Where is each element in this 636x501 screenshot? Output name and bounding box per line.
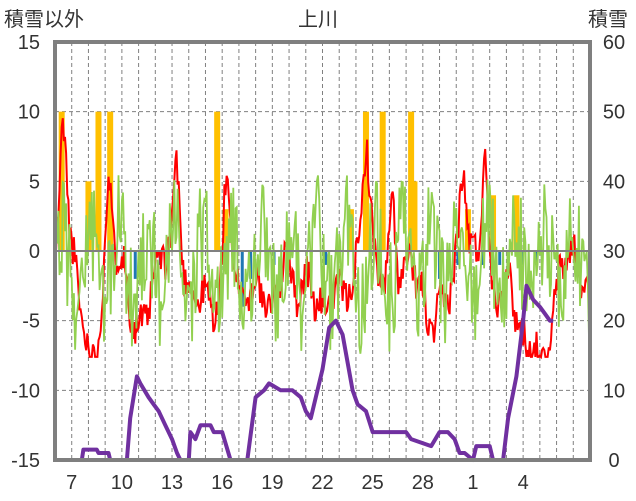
left-tick-label: -5 — [22, 311, 40, 333]
x-tick-label: 7 — [66, 472, 77, 494]
x-tick-label: 22 — [311, 472, 333, 494]
snowfall-bar — [222, 209, 229, 251]
line-series — [54, 118, 591, 462]
x-tick-label: 10 — [111, 472, 133, 494]
x-tick-label: 13 — [161, 472, 183, 494]
x-tick-label: 4 — [518, 472, 529, 494]
right-tick-label: 0 — [608, 450, 619, 472]
wind-line — [54, 175, 591, 354]
left-tick-label: 10 — [18, 102, 40, 124]
precipitation-bar — [456, 251, 460, 265]
right-tick-label: 50 — [603, 102, 625, 124]
snowfall-bar — [214, 111, 221, 252]
x-tick-label: 1 — [467, 472, 478, 494]
snowfall-bar — [411, 181, 418, 251]
right-axis-title: 積雪 — [588, 7, 628, 31]
chart-title: 上川 — [298, 7, 338, 31]
precipitation-bar — [481, 251, 485, 265]
precipitation-bar — [324, 251, 328, 265]
snowfall-bar — [58, 111, 65, 252]
precipitation-bar — [240, 251, 244, 307]
snowfall-bar — [362, 111, 369, 252]
snowfall-bar — [513, 195, 520, 251]
grid-lines — [55, 42, 590, 460]
snowfall-bar — [408, 111, 415, 252]
left-axis-title: 積雪以外 — [4, 7, 84, 31]
snowfall-bar — [379, 111, 386, 252]
snowfall-bar — [107, 111, 114, 252]
x-tick-label: 19 — [261, 472, 283, 494]
precipitation-bar — [498, 251, 502, 265]
right-tick-label: 30 — [603, 241, 625, 263]
x-tick-label: 28 — [412, 472, 434, 494]
x-tick-label: 16 — [211, 472, 233, 494]
snow-depth-line — [55, 283, 554, 462]
right-tick-label: 60 — [603, 32, 625, 54]
left-tick-label: -15 — [11, 450, 40, 472]
right-tick-label: 20 — [603, 311, 625, 333]
left-tick-label: -10 — [11, 380, 40, 402]
axes — [53, 40, 592, 462]
left-tick-label: 0 — [29, 241, 40, 263]
right-tick-label: 40 — [603, 171, 625, 193]
left-tick-label: 15 — [18, 32, 40, 54]
right-tick-label: 10 — [603, 380, 625, 402]
precipitation-bar — [249, 251, 253, 279]
plot-frame — [53, 40, 592, 462]
x-tick-label: 25 — [362, 472, 384, 494]
snowfall-bar — [95, 111, 102, 252]
snowfall-bar — [347, 209, 354, 251]
left-tick-label: 5 — [29, 171, 40, 193]
precipitation-bar — [133, 251, 137, 279]
